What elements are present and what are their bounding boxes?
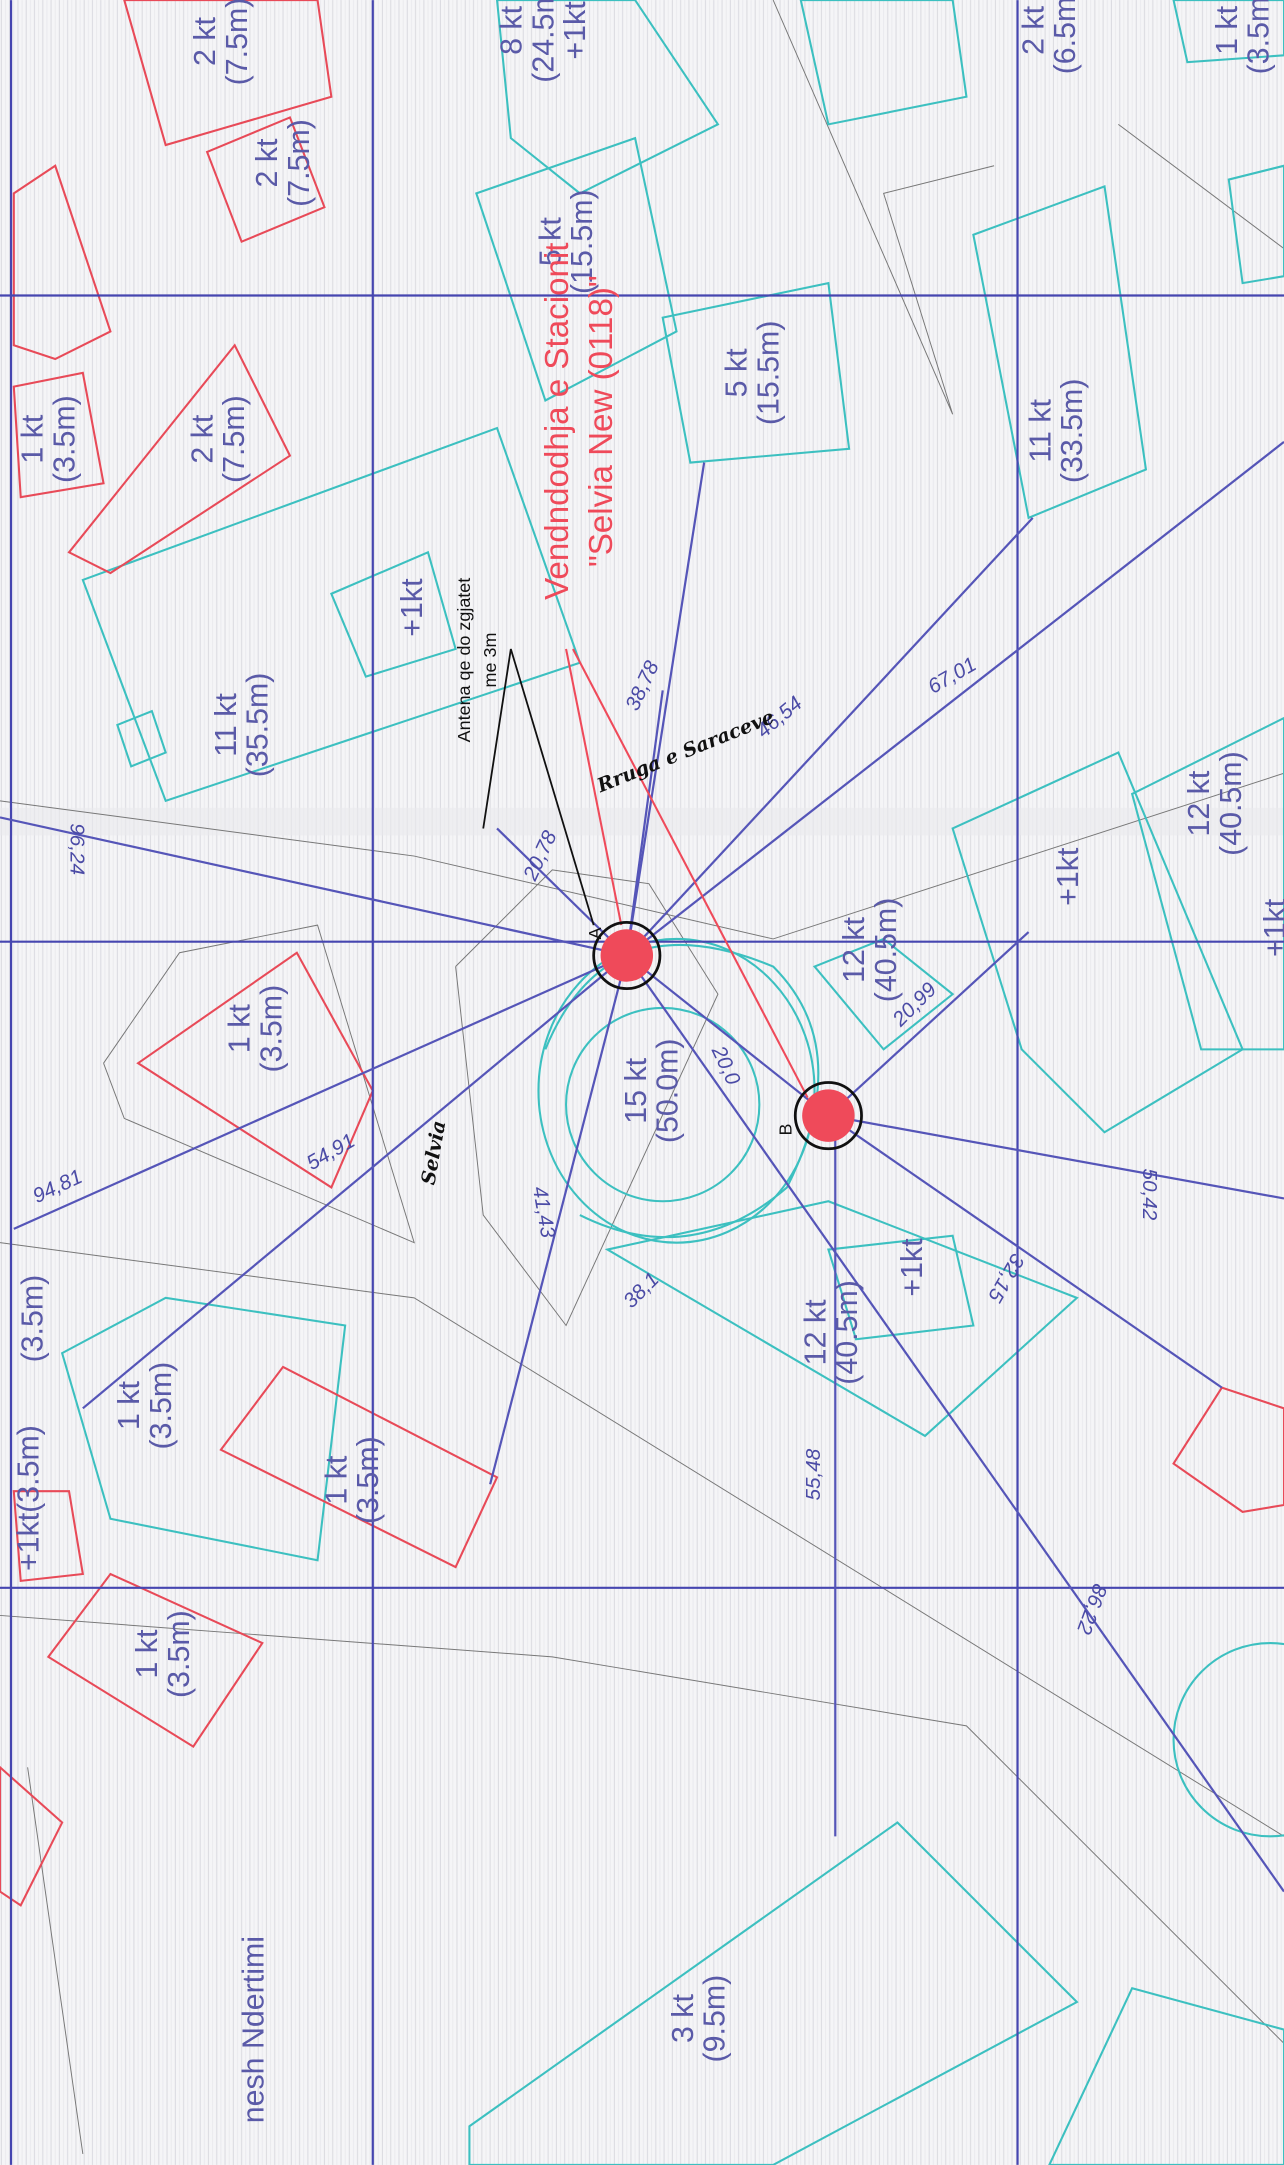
building-label: 2 kt	[189, 16, 222, 65]
station-marker	[802, 1089, 854, 1141]
station-letter: B	[776, 1123, 796, 1135]
building-label: +1kt	[396, 578, 429, 637]
building-label: (40.5m)	[1215, 751, 1248, 856]
building-label: 11 kt	[210, 693, 243, 757]
distance-label: 96,24	[65, 823, 88, 875]
station-letter: A	[585, 927, 605, 939]
building-label: (3.5m)	[48, 395, 81, 483]
antenna-note: Antena qe do zgjatet	[454, 578, 474, 743]
building-label: +1kt	[896, 1238, 929, 1297]
building-label: (3.5m)	[255, 985, 288, 1073]
building-label: 3 kt	[667, 1994, 700, 2043]
building-label: 8 kt	[496, 5, 529, 54]
building-label: (3.5m)	[145, 1362, 178, 1450]
building-label: (9.5m)	[699, 1975, 732, 2063]
antenna-note: me 3m	[480, 633, 500, 688]
building-label: (7.5m)	[218, 395, 251, 483]
building-label: (7.5m)	[221, 0, 254, 85]
building-label: (33.5m)	[1056, 379, 1089, 484]
building-label: 2 kt	[1017, 5, 1050, 54]
fold	[0, 808, 1284, 836]
building-label: +1kt	[1259, 898, 1284, 957]
building-label: 1 kt	[113, 1381, 146, 1430]
building-label: 15 kt	[620, 1057, 653, 1123]
building-label: 11 kt	[1024, 398, 1057, 462]
distance-label: 55,48	[802, 1448, 825, 1500]
building-label: (3.5m)	[17, 1275, 50, 1363]
body: 2 kt(7.5m)2 kt(7.5m)8 kt(24.5m)+1kt2 kt(…	[0, 0, 1284, 2165]
building-label: (7.5m)	[283, 119, 316, 207]
building-label: (3.5m)	[1243, 0, 1276, 74]
building-label: +1kt(3.5m)	[12, 1425, 45, 1571]
building-label: 5 kt	[721, 348, 754, 397]
building-label: (3.5m)	[163, 1610, 196, 1698]
building-label: 2 kt	[251, 138, 284, 187]
building-label: (40.5m)	[831, 1280, 864, 1385]
station-marker	[601, 929, 653, 981]
building-label: (24.5m)	[527, 0, 560, 83]
station-title: Vendndodhja e Stacionit	[539, 243, 576, 600]
building-label: 12 kt	[838, 916, 871, 982]
building-label: +1kt	[559, 1, 592, 60]
building-label: 1 kt	[224, 1004, 257, 1053]
station-name: "Selvia New (0118)"	[583, 275, 620, 567]
building-label: 1 kt	[320, 1455, 353, 1504]
site-plan: 2 kt(7.5m)2 kt(7.5m)8 kt(24.5m)+1kt2 kt(…	[0, 0, 1284, 2165]
building-label: +1kt	[1052, 847, 1085, 906]
page: Selvia New (0118) html, body { margin: 0…	[0, 0, 1284, 2165]
distance-label: 50,42	[1138, 1168, 1161, 1220]
building-label: (35.5m)	[242, 673, 275, 778]
building-label: 1 kt	[131, 1629, 164, 1678]
zone-name: nesh Ndertimi	[237, 1936, 270, 2123]
building-label: 1 kt	[17, 414, 50, 463]
building-label: 12 kt	[1183, 770, 1216, 836]
building-label: 1 kt	[1211, 5, 1244, 54]
building-label: 12 kt	[799, 1299, 832, 1365]
building-label: (50.0m)	[652, 1038, 685, 1143]
building-label: 2 kt	[186, 414, 219, 463]
building-label: (15.5m)	[752, 321, 785, 426]
building-label: (6.5m)	[1049, 0, 1082, 74]
building-label: (3.5m)	[352, 1436, 385, 1524]
building-label: (40.5m)	[870, 898, 903, 1003]
